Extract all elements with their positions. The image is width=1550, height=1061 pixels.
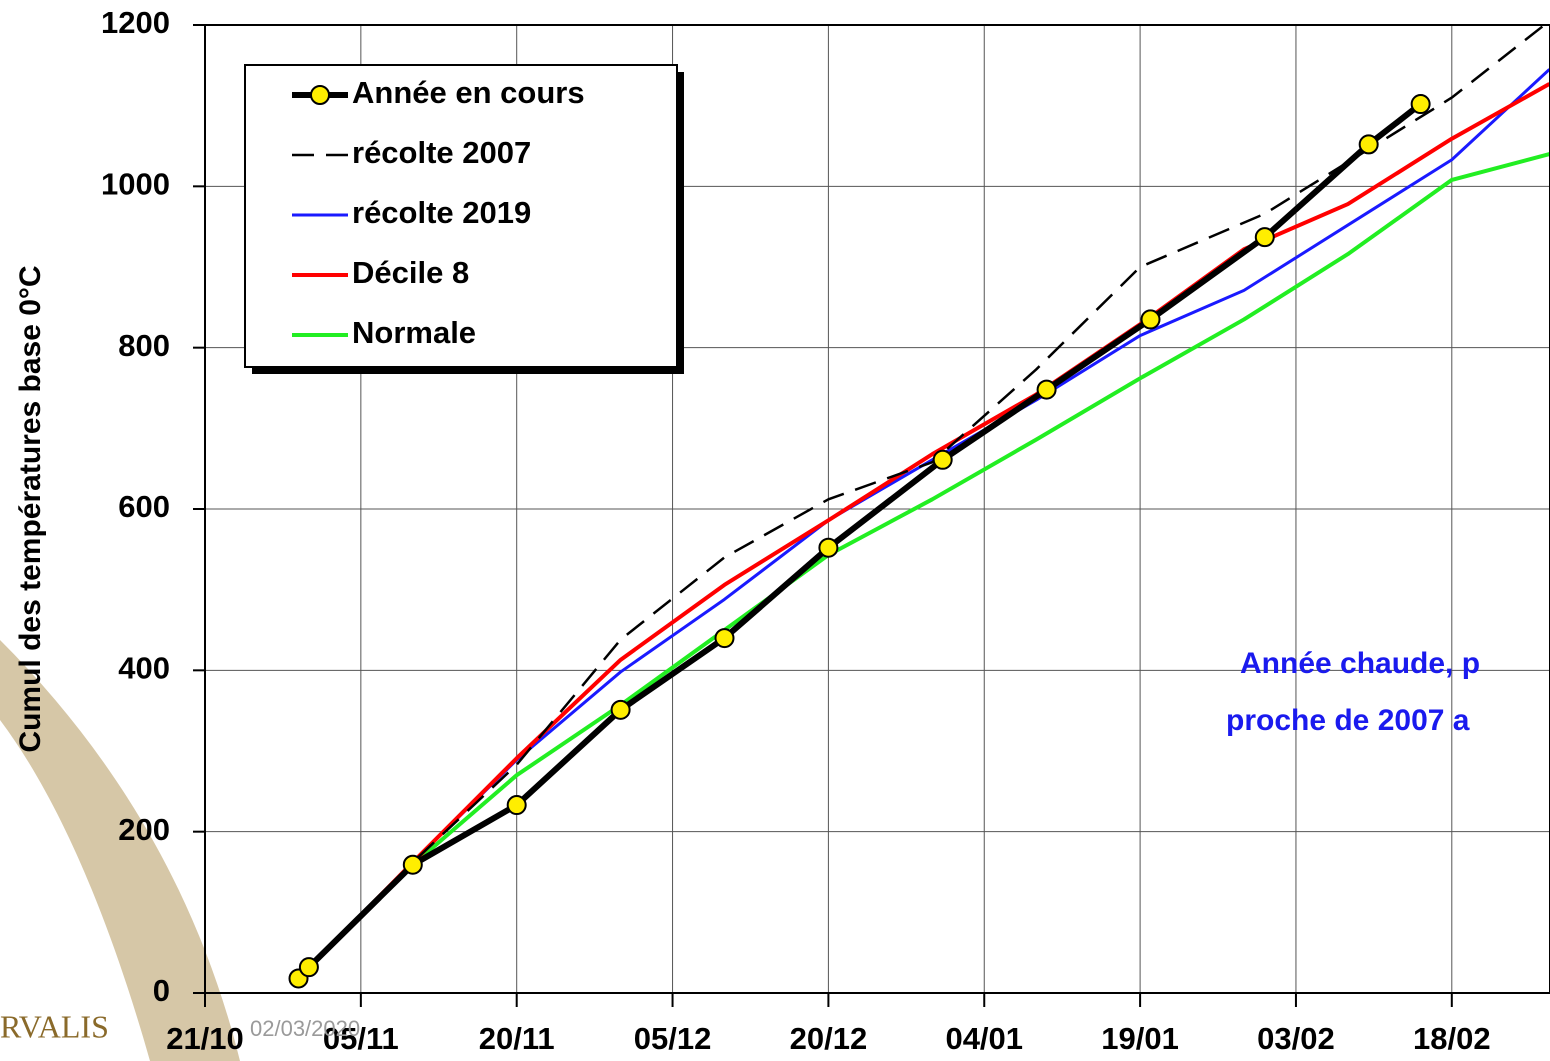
data-point [404, 856, 422, 874]
legend-label: Normale [352, 315, 476, 350]
x-tick-label: 19/01 [1101, 1021, 1179, 1056]
y-tick-label: 200 [118, 812, 170, 847]
legend-label: récolte 2019 [352, 195, 531, 230]
x-tick-label: 18/02 [1413, 1021, 1491, 1056]
annotation: Année chaude, p [1240, 647, 1480, 680]
legend-label: Décile 8 [352, 255, 469, 290]
data-point [1412, 95, 1430, 113]
legend-marker [311, 86, 329, 104]
chart: Cumul des températures base 0°C 0 200 400 6… [0, 0, 1550, 1061]
legend-label: récolte 2007 [352, 135, 531, 170]
data-point [612, 701, 630, 719]
x-tick-label: 03/02 [1257, 1021, 1335, 1056]
legend-label: Année en cours [352, 75, 585, 110]
x-tick-label: 04/01 [945, 1021, 1023, 1056]
data-point [300, 958, 318, 976]
y-axis-label: Cumul des températures base 0°C [14, 265, 47, 752]
data-point [716, 629, 734, 647]
data-point [508, 796, 526, 814]
y-tick-label: 1200 [101, 5, 170, 40]
logo: RVALIS [0, 1008, 109, 1044]
annotation: proche de 2007 a [1226, 704, 1470, 737]
slide-date: 02/03/2020 [250, 1016, 360, 1041]
data-point [1038, 381, 1056, 399]
data-point [934, 451, 952, 469]
y-tick-label: 600 [118, 489, 170, 524]
data-point [1360, 135, 1378, 153]
data-point [1141, 310, 1159, 328]
x-tick-label: 20/11 [479, 1021, 555, 1056]
y-tick-label: 1000 [101, 167, 170, 202]
page: {"chart_data": { "type": "line", "y_labe… [0, 0, 1550, 1061]
x-tick-label: 20/12 [790, 1021, 868, 1056]
data-point [819, 539, 837, 557]
y-tick-label: 800 [118, 328, 170, 363]
x-tick-label: 21/10 [166, 1021, 244, 1056]
y-tick-label: 400 [118, 651, 170, 686]
y-tick-label: 0 [153, 973, 170, 1008]
legend: Année en cours récolte 2007 récolte 2019 Dé… [245, 65, 684, 374]
data-point [1256, 228, 1274, 246]
x-tick-label: 05/12 [634, 1021, 712, 1056]
